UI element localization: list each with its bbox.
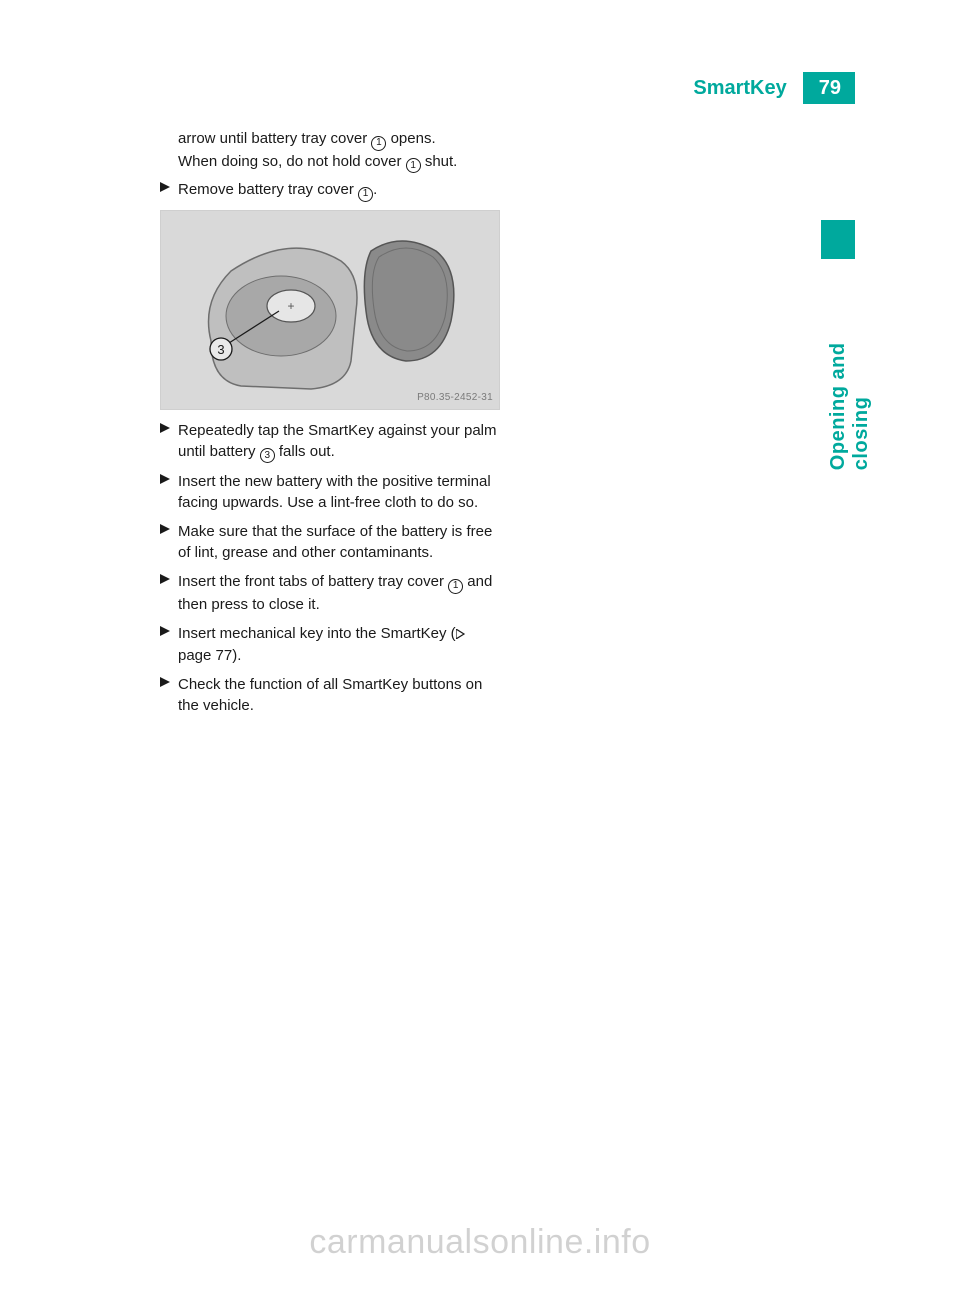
step-arrow-icon (160, 574, 170, 584)
step-arrow-icon (160, 423, 170, 433)
ref-marker-1: 1 (371, 136, 386, 151)
side-tab-marker (821, 220, 855, 259)
intro-text-1a: arrow until battery tray cover (178, 130, 371, 147)
svg-text:+: + (287, 299, 294, 313)
step-surface-text: Make sure that the surface of the batter… (178, 523, 492, 561)
step-insert-front-tabs: Insert the front tabs of battery tray co… (160, 571, 500, 615)
intro-text-2b: shut. (421, 153, 458, 170)
figure-svg: + 3 (161, 211, 501, 411)
step-tap-text-b: falls out. (275, 443, 335, 460)
page-ref-arrow-icon (456, 624, 466, 645)
main-content: arrow until battery tray cover 1 opens. … (160, 128, 500, 724)
step-tap-smartkey: Repeatedly tap the SmartKey against your… (160, 420, 500, 464)
ref-marker-1b: 1 (406, 158, 421, 173)
step-mech-key-page: page 77). (178, 647, 241, 664)
step-insert-mechanical-key: Insert mechanical key into the SmartKey … (160, 623, 500, 666)
watermark-text: carmanualsonline.info (309, 1223, 650, 1262)
step-remove-text-a: Remove battery tray cover (178, 181, 358, 198)
step-arrow-icon (160, 626, 170, 636)
step-mech-key-text-a: Insert mechanical key into the SmartKey … (178, 625, 456, 642)
section-side-tab: Opening and closing (821, 220, 855, 480)
intro-text-1b: opens. (386, 130, 435, 147)
step-surface-clean: Make sure that the surface of the batter… (160, 521, 500, 563)
battery-figure: + 3 P80.35-2452-31 (160, 210, 500, 410)
step-front-tabs-text-a: Insert the front tabs of battery tray co… (178, 573, 448, 590)
step-insert-new-text: Insert the new battery with the positive… (178, 473, 491, 511)
intro-text-2a: When doing so, do not hold cover (178, 153, 406, 170)
header-title: SmartKey (693, 72, 802, 104)
figure-callout-3: 3 (217, 342, 224, 357)
step-remove-text-b: . (373, 181, 377, 198)
figure-caption: P80.35-2452-31 (417, 391, 493, 405)
step-check-text: Check the function of all SmartKey butto… (178, 676, 482, 714)
ref-marker-3: 3 (260, 448, 275, 463)
step-remove-cover: Remove battery tray cover 1. (160, 179, 500, 202)
step-arrow-icon (160, 182, 170, 192)
step-tap-text-a: Repeatedly tap the SmartKey against your… (178, 422, 497, 460)
intro-paragraph: arrow until battery tray cover 1 opens. … (160, 128, 500, 173)
page-header: SmartKey 79 (693, 72, 855, 104)
ref-marker-remove: 1 (358, 187, 373, 202)
side-tab-label: Opening and closing (821, 259, 855, 480)
step-arrow-icon (160, 474, 170, 484)
ref-marker-front-tabs: 1 (448, 579, 463, 594)
step-check-function: Check the function of all SmartKey butto… (160, 674, 500, 716)
page-root: SmartKey 79 Opening and closing arrow un… (0, 0, 960, 1302)
step-arrow-icon (160, 677, 170, 687)
step-insert-new-battery: Insert the new battery with the positive… (160, 471, 500, 513)
header-page-number: 79 (805, 72, 855, 104)
step-arrow-icon (160, 524, 170, 534)
